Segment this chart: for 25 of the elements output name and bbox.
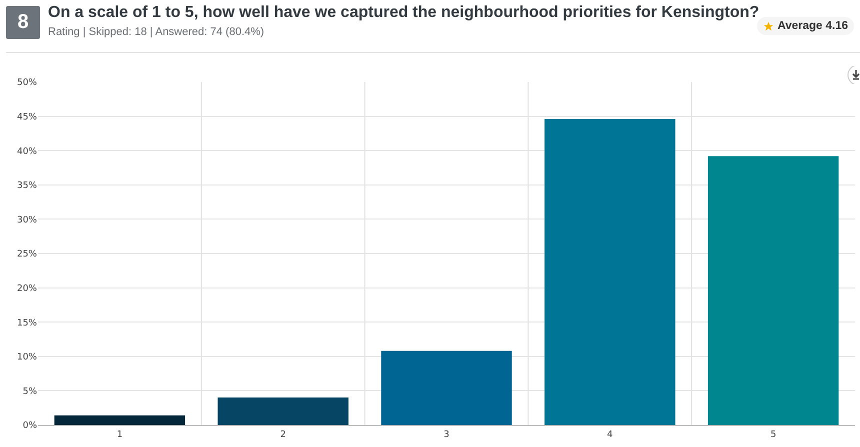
x-tick-label: 3 <box>444 430 450 440</box>
bar <box>54 415 186 425</box>
bar <box>544 119 676 425</box>
bar <box>381 350 512 425</box>
y-tick-label: 40% <box>16 146 38 157</box>
x-tick-label: 2 <box>280 430 286 440</box>
chart-subtitle: Rating | Skipped: 18 | Answered: 74 (80.4%) <box>48 26 264 38</box>
y-tick-label: 5% <box>22 386 38 397</box>
y-tick-label: 10% <box>16 352 38 363</box>
text: 8 <box>6 6 40 39</box>
chart-title: On a scale of 1 to 5, how well have we captured the neighbourhood priorities for Kensington? <box>48 4 760 22</box>
y-tick-label: 15% <box>16 318 38 328</box>
x-tick-label: 5 <box>770 430 776 440</box>
y-tick-label: 30% <box>16 215 38 226</box>
bar <box>218 398 348 425</box>
y-tick-label: 20% <box>16 284 38 294</box>
y-tick-label: 25% <box>16 250 38 260</box>
y-tick-label: 0% <box>22 421 38 432</box>
x-tick-label: 4 <box>607 430 614 440</box>
y-tick-label: 45% <box>16 112 38 122</box>
y-tick-label: 50% <box>16 78 38 88</box>
text: Average 4.16 <box>777 20 848 32</box>
y-tick-label: 35% <box>16 181 38 192</box>
bar <box>708 156 839 425</box>
x-tick-label: 1 <box>116 430 123 440</box>
